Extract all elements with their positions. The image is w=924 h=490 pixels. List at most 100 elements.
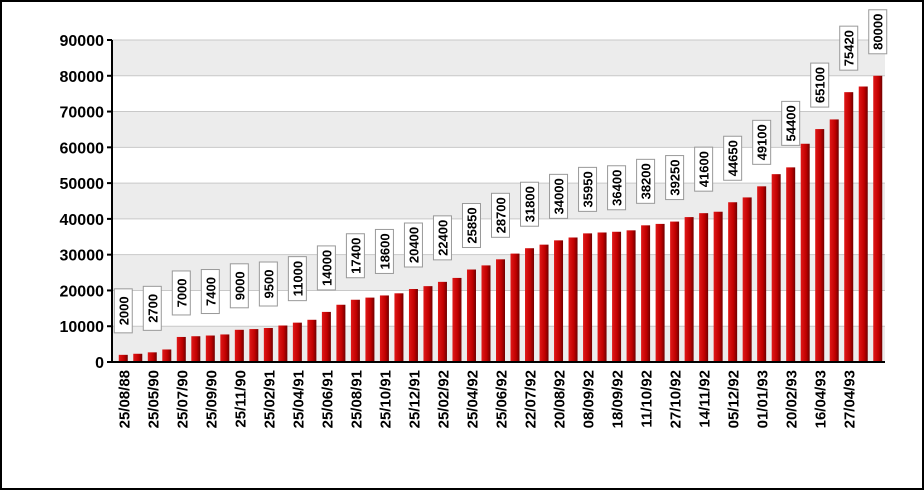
y-tick-label: 0	[95, 355, 104, 372]
bar	[466, 269, 476, 362]
value-label: 2700	[145, 294, 160, 323]
x-tick-label: 25/06/91	[319, 370, 336, 428]
value-label: 7400	[203, 277, 218, 306]
value-label-box	[374, 228, 394, 274]
value-label: 22400	[435, 220, 450, 256]
bar	[321, 311, 331, 362]
bar	[336, 304, 346, 362]
bar	[568, 237, 578, 362]
bar	[655, 223, 665, 362]
bar	[554, 240, 564, 362]
bar	[713, 211, 723, 362]
y-tick-label: 20000	[60, 283, 105, 300]
x-tick-label: 25/05/90	[145, 370, 162, 428]
x-tick-label: 14/11/92	[697, 370, 714, 428]
x-tick-label: 08/09/92	[581, 370, 598, 428]
bar	[249, 329, 259, 362]
y-tick-label: 40000	[60, 212, 105, 229]
value-label-box	[171, 270, 191, 316]
grid-band	[112, 40, 885, 76]
value-label: 54400	[784, 105, 799, 141]
value-label: 20400	[406, 227, 421, 263]
value-label-box	[461, 203, 481, 249]
bar	[829, 119, 839, 362]
x-tick-label: 25/02/92	[435, 370, 452, 428]
value-label-box	[229, 263, 249, 309]
x-tick-label: 11/10/92	[639, 370, 656, 428]
bar	[815, 129, 825, 362]
value-label: 9500	[261, 270, 276, 299]
bar	[147, 352, 157, 362]
bar	[771, 174, 781, 362]
bar	[525, 248, 535, 362]
value-label-box	[200, 269, 220, 315]
x-tick-label: 20/02/93	[784, 370, 801, 428]
bar	[757, 186, 767, 362]
y-tick-label: 10000	[60, 319, 105, 336]
value-label: 75420	[842, 30, 857, 66]
bar	[365, 297, 375, 362]
value-label: 39250	[668, 159, 683, 195]
x-tick-label: 16/04/93	[813, 370, 830, 428]
value-label: 49100	[755, 124, 770, 160]
value-label: 7000	[174, 278, 189, 307]
bar	[379, 295, 389, 362]
x-tick-label: 25/10/91	[377, 370, 394, 428]
value-label: 41600	[697, 151, 712, 187]
x-tick-label: 25/11/90	[232, 370, 249, 428]
bar	[786, 167, 796, 362]
y-tick-label: 30000	[60, 248, 105, 265]
x-tick-label: 25/07/90	[174, 370, 191, 428]
bar	[800, 143, 810, 362]
value-label-box	[491, 192, 510, 238]
value-label-box	[549, 173, 569, 219]
value-label: 11000	[290, 261, 305, 296]
x-tick-label: 25/12/91	[406, 370, 423, 428]
bar	[510, 253, 520, 362]
value-label-box	[636, 158, 656, 204]
y-tick-label: 50000	[60, 176, 105, 193]
bar	[670, 221, 680, 362]
bar	[118, 354, 128, 362]
value-label: 28700	[494, 197, 509, 233]
y-tick-label: 60000	[60, 140, 105, 157]
value-label-box	[810, 62, 830, 108]
bar	[205, 335, 215, 362]
value-label-box	[316, 245, 336, 291]
value-label-box	[520, 181, 540, 227]
bar	[176, 336, 186, 362]
bar	[133, 353, 143, 362]
bar	[641, 225, 651, 362]
x-tick-label: 25/06/92	[494, 370, 511, 428]
bar	[481, 265, 491, 362]
value-label: 18600	[377, 233, 392, 269]
value-label: 80000	[871, 14, 886, 50]
value-label: 9000	[232, 271, 247, 300]
x-tick-label: 25/08/91	[348, 370, 365, 428]
x-tick-label: 20/08/92	[552, 370, 569, 428]
value-label-box	[665, 155, 685, 201]
x-tick-label: 25/04/91	[290, 370, 307, 428]
value-label: 17400	[348, 238, 363, 274]
bar	[263, 328, 273, 362]
bar	[539, 244, 549, 362]
bar	[423, 286, 433, 362]
value-label-box	[287, 256, 307, 302]
bar	[612, 231, 622, 362]
x-tick-label: 01/01/93	[755, 370, 772, 428]
value-label-box	[752, 119, 772, 165]
x-tick-label: 22/07/92	[523, 370, 540, 428]
bar	[408, 289, 418, 362]
bar	[728, 202, 738, 362]
y-tick-label: 70000	[60, 105, 105, 122]
x-tick-label: 25/04/92	[464, 370, 481, 428]
value-label: 31800	[523, 186, 538, 222]
value-label-box	[142, 285, 162, 331]
bar	[684, 217, 694, 362]
value-label: 36400	[610, 170, 625, 206]
bar	[220, 334, 230, 362]
value-label-box	[868, 9, 888, 55]
value-label-box	[345, 233, 365, 279]
x-tick-label: 27/04/93	[842, 370, 859, 428]
